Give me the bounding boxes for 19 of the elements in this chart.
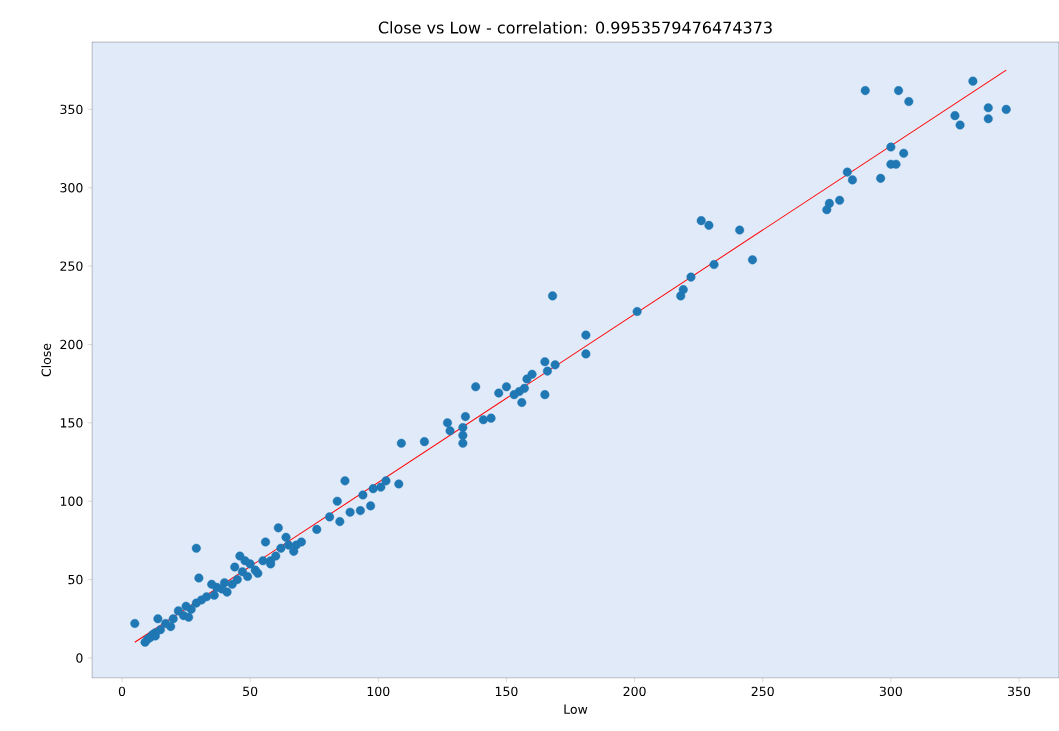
- y-tick-label: 350: [60, 104, 83, 115]
- y-tick-label: 50: [68, 574, 83, 585]
- x-tick-label: 350: [1008, 686, 1031, 697]
- y-tick-label: 150: [60, 418, 83, 428]
- y-tick-label: 0: [76, 653, 83, 663]
- y-tick-label: 300: [60, 183, 83, 193]
- y-tick-label: 100: [60, 496, 83, 506]
- x-tick-label: 250: [751, 686, 774, 697]
- y-tick-label: 250: [60, 261, 83, 271]
- chart-title: Close vs Low - correlation: 0.9953579476474373: [378, 21, 772, 34]
- y-tick-label: 200: [60, 339, 83, 350]
- x-tick-label: 150: [495, 686, 518, 697]
- x-tick-label: 300: [879, 686, 902, 697]
- y-axis-title: Close: [41, 343, 51, 377]
- x-axis-title: Low: [564, 704, 588, 714]
- x-tick-label: 0: [118, 686, 126, 697]
- x-tick-label: 50: [243, 686, 258, 697]
- x-tick-label: 100: [367, 686, 390, 697]
- x-tick-label: 200: [623, 686, 646, 697]
